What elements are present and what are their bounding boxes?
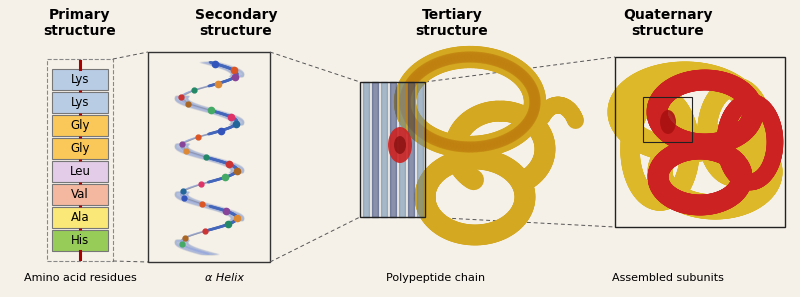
Text: Lys: Lys xyxy=(70,96,90,109)
Bar xyxy=(52,230,108,251)
Bar xyxy=(52,138,108,159)
Bar xyxy=(643,97,692,142)
Bar xyxy=(52,69,108,90)
Bar xyxy=(52,184,108,205)
Text: Gly: Gly xyxy=(70,142,90,155)
Bar xyxy=(52,207,108,228)
Bar xyxy=(47,59,113,261)
Bar xyxy=(360,82,425,217)
Text: Assembled subunits: Assembled subunits xyxy=(612,273,724,283)
Text: Gly: Gly xyxy=(70,119,90,132)
Text: Quaternary
structure: Quaternary structure xyxy=(623,8,713,38)
Text: Ala: Ala xyxy=(70,211,90,224)
Bar xyxy=(52,161,108,182)
Bar xyxy=(615,57,785,227)
Text: His: His xyxy=(71,234,89,247)
Bar xyxy=(148,52,270,262)
Text: Secondary
structure: Secondary structure xyxy=(194,8,278,38)
Ellipse shape xyxy=(394,136,406,154)
Text: Lys: Lys xyxy=(70,73,90,86)
Text: α Helix: α Helix xyxy=(205,273,243,283)
Text: Tertiary
structure: Tertiary structure xyxy=(416,8,488,38)
Ellipse shape xyxy=(388,127,412,163)
Text: Polypeptide chain: Polypeptide chain xyxy=(386,273,486,283)
Text: Amino acid residues: Amino acid residues xyxy=(24,273,136,283)
Text: Primary
structure: Primary structure xyxy=(44,8,116,38)
Ellipse shape xyxy=(660,110,676,134)
Text: Val: Val xyxy=(71,188,89,201)
Bar xyxy=(52,115,108,136)
Bar xyxy=(52,92,108,113)
Text: Leu: Leu xyxy=(70,165,90,178)
